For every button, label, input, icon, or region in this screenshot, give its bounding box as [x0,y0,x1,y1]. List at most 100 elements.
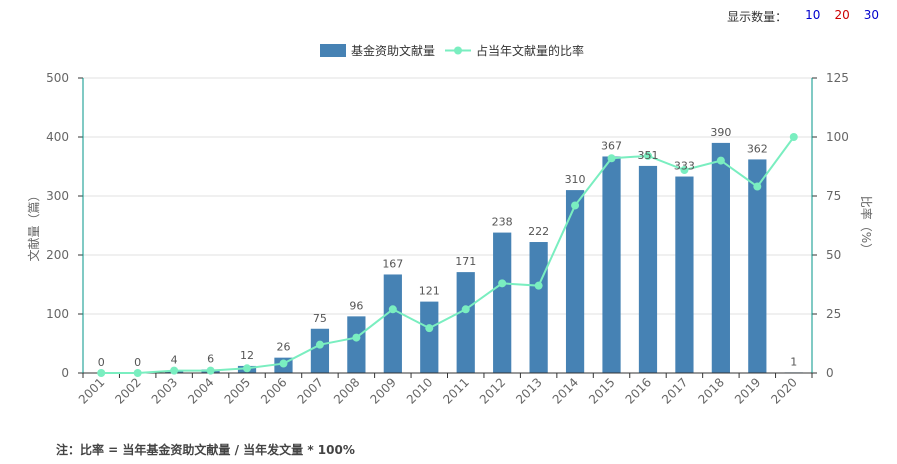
grid [83,77,812,315]
bar-value-label: 96 [349,299,363,312]
bar-value-label: 6 [207,352,214,365]
legend-swatch-bar [320,44,346,57]
y-left-tick-label: 200 [46,248,69,262]
bar-value-label: 1 [790,355,797,368]
y-left-tick-label: 500 [46,71,69,85]
bar-value-label: 222 [528,225,549,238]
bar [748,159,767,373]
x-tick-label: 2010 [404,375,435,406]
y-left-tick-label: 0 [61,366,69,380]
bar-value-label: 26 [276,341,290,354]
bar [310,328,330,373]
ratio-point [352,333,361,342]
bar-value-label: 351 [637,149,658,162]
bar-value-label: 310 [565,173,586,186]
bar [420,301,439,373]
x-tick-label: 2016 [623,375,654,406]
x-tick-label: 2012 [477,375,508,406]
bars [165,142,803,373]
footnote: 注：比率 = 当年基金资助文献量 / 当年发文量 * 100% [56,443,355,457]
x-tick-label: 2018 [695,375,726,406]
bar-value-label: 367 [601,139,622,152]
ratio-point [170,366,179,375]
x-tick-label: 2005 [222,375,253,406]
y-axis-right-title: 比率（%） [859,196,874,255]
ratio-line [97,133,798,377]
ratio-point [607,154,616,163]
y-axis-left-title: 文献量（篇） [26,189,41,261]
y-right-tick-label: 100 [826,130,849,144]
bar [602,156,621,373]
ratio-point [716,156,725,165]
ratio-point [315,340,324,349]
y-right-tick-label: 50 [826,248,841,262]
bar-value-label: 171 [455,255,476,268]
x-tick-label: 2006 [258,375,289,406]
x-tick-label: 2002 [112,375,143,406]
display-count-10[interactable]: 10 [805,8,821,22]
ratio-point [97,369,106,377]
bar [347,316,366,373]
ratio-point [243,364,252,373]
ratio-point [571,201,580,210]
bar-value-label: 4 [171,354,178,367]
y-right-tick-label: 0 [826,366,834,380]
ratio-point [643,151,652,160]
x-tick-label: 2013 [513,375,544,406]
x-tick-label: 2004 [185,375,216,406]
y-right-tick-label: 75 [826,189,841,203]
bar-value-label: 390 [710,126,731,139]
y-left-tick-label: 300 [46,189,69,203]
display-count-selector: 显示数量： 10 20 30 [727,8,879,25]
display-count-20[interactable]: 20 [834,8,850,22]
bar [383,274,402,373]
bar [493,232,512,373]
legend-label-bar: 基金资助文献量 [351,43,435,58]
bar [456,272,475,373]
x-tick-label: 2001 [76,375,107,406]
bar [529,242,548,373]
x-tick-label: 2020 [768,375,799,406]
ratio-point [680,166,689,175]
x-tick-label: 2015 [586,375,617,406]
x-tick-label: 2019 [732,375,763,406]
x-tick-label: 2007 [295,375,326,406]
legend-label-line: 占当年文献量的比率 [476,43,584,58]
ratio-point [498,279,507,288]
bar [711,142,730,373]
bar-value-label: 238 [492,216,513,229]
bar-value-label: 121 [419,285,440,298]
ratio-point [133,369,142,377]
ratio-series-line [101,136,795,374]
ratio-point [753,182,762,191]
bar-value-label: 0 [134,356,141,369]
x-tick-label: 2014 [550,375,581,406]
x-tick-label: 2008 [331,375,362,406]
bar-value-label: 362 [747,142,768,155]
x-tick-label: 2017 [659,375,690,406]
legend: 基金资助文献量 占当年文献量的比率 [320,43,584,58]
bar-value-label: 75 [313,312,327,325]
bar [638,165,658,373]
display-count-label: 显示数量： [727,10,788,24]
bar-value-label: 0 [98,356,105,369]
y-left-tick-label: 100 [46,307,69,321]
y-left-tick-label: 400 [46,130,69,144]
bar [675,176,694,373]
bar-value-label: 167 [382,257,403,270]
bar-value-label: 12 [240,349,254,362]
display-count-30[interactable]: 30 [863,8,879,22]
ratio-point [534,281,543,290]
ratio-point [206,366,215,375]
ratio-point [279,359,288,368]
x-tick-label: 2003 [149,375,180,406]
bar-value-label: 333 [674,160,695,173]
bar [565,190,585,373]
ratio-point [388,305,397,314]
combo-chart: 基金资助文献量 占当年文献量的比率 0100200300400500025507… [26,43,874,407]
y-right-tick-label: 125 [826,71,849,85]
data-labels: 0 0 4 6 12 26 75 96 167 121 171 238 222 310 367 351 333 3… [98,126,798,369]
x-tick-label: 2009 [367,375,398,406]
ratio-point [789,133,798,141]
y-right-tick-label: 25 [826,307,841,321]
